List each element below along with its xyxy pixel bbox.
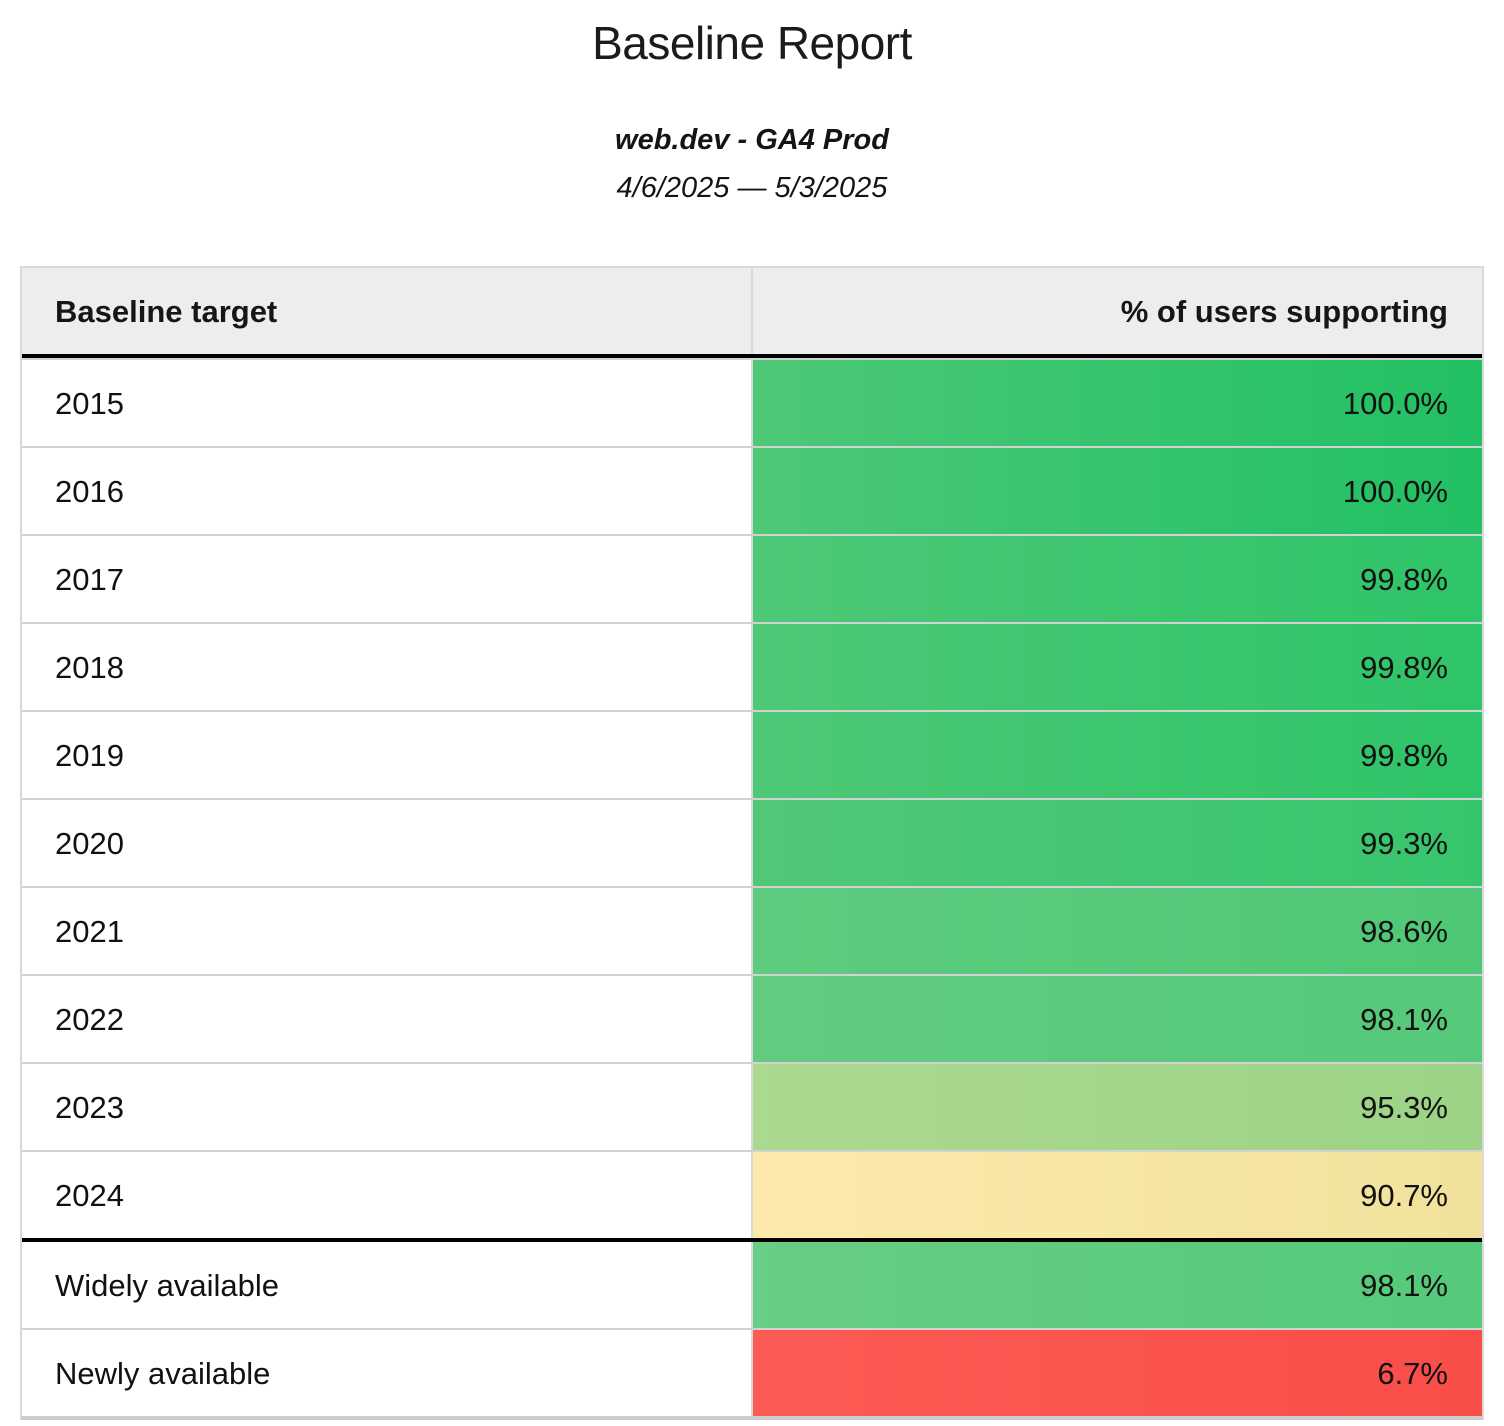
- row-value: 98.1%: [753, 1242, 1482, 1328]
- row-label: 2020: [22, 800, 753, 886]
- table-row: Newly available 6.7%: [22, 1328, 1482, 1416]
- row-label: 2019: [22, 712, 753, 798]
- row-value: 99.8%: [753, 624, 1482, 710]
- page-title: Baseline Report: [592, 17, 912, 69]
- row-value: 100.0%: [753, 448, 1482, 534]
- row-label: 2017: [22, 536, 753, 622]
- row-value: 99.8%: [753, 712, 1482, 798]
- table-row: 2024 90.7%: [22, 1150, 1482, 1238]
- row-value: 90.7%: [753, 1152, 1482, 1238]
- baseline-table: Baseline target % of users supporting 20…: [20, 266, 1484, 1420]
- row-value: 6.7%: [753, 1330, 1482, 1416]
- table-row: 2018 99.8%: [22, 622, 1482, 710]
- row-label: 2016: [22, 448, 753, 534]
- report-subtitle: web.dev - GA4 Prod: [615, 124, 889, 156]
- table-row: 2023 95.3%: [22, 1062, 1482, 1150]
- column-header-baseline-target: Baseline target: [22, 268, 753, 354]
- report-header: Baseline Report web.dev - GA4 Prod 4/6/2…: [0, 0, 1504, 205]
- table-row: 2020 99.3%: [22, 798, 1482, 886]
- table-row: 2016 100.0%: [22, 446, 1482, 534]
- table-row: 2015 100.0%: [22, 358, 1482, 446]
- row-label: 2023: [22, 1064, 753, 1150]
- row-value: 98.6%: [753, 888, 1482, 974]
- table-row: Widely available 98.1%: [22, 1238, 1482, 1328]
- row-label: 2022: [22, 976, 753, 1062]
- table-header-row: Baseline target % of users supporting: [22, 268, 1482, 358]
- table-row: 2022 98.1%: [22, 974, 1482, 1062]
- row-label: Widely available: [22, 1242, 753, 1328]
- table-row: 2021 98.6%: [22, 886, 1482, 974]
- row-value: 99.8%: [753, 536, 1482, 622]
- row-value: 99.3%: [753, 800, 1482, 886]
- table-row: 2019 99.8%: [22, 710, 1482, 798]
- row-label: 2024: [22, 1152, 753, 1238]
- row-label: 2015: [22, 360, 753, 446]
- row-label: 2018: [22, 624, 753, 710]
- row-value: 100.0%: [753, 360, 1482, 446]
- row-label: Newly available: [22, 1330, 753, 1416]
- row-value: 98.1%: [753, 976, 1482, 1062]
- row-value: 95.3%: [753, 1064, 1482, 1150]
- report-date-range: 4/6/2025 — 5/3/2025: [616, 172, 888, 204]
- column-header-percent-users: % of users supporting: [1120, 293, 1448, 329]
- row-label: 2021: [22, 888, 753, 974]
- table-row: 2017 99.8%: [22, 534, 1482, 622]
